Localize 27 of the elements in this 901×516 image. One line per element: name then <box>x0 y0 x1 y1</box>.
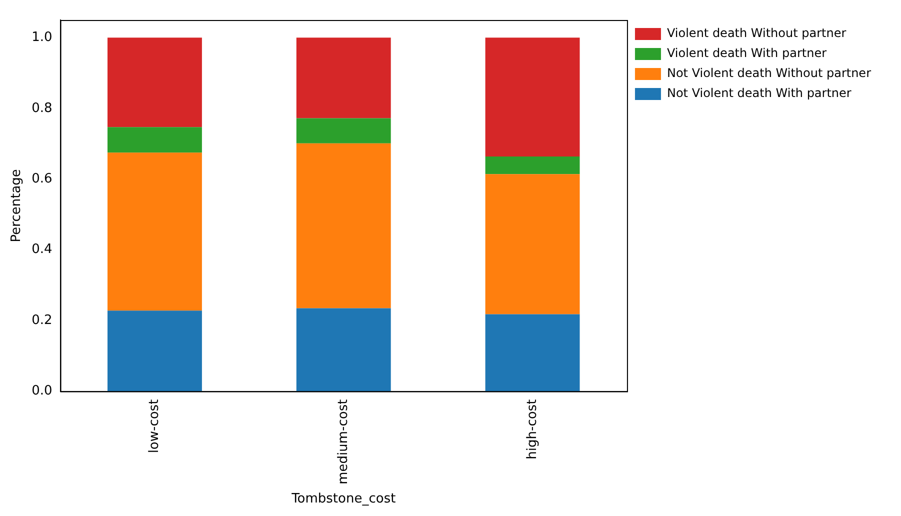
y-tick-label: 0.0 <box>32 384 52 399</box>
x-axis-title: Tombstone_cost <box>290 492 396 507</box>
x-tick-label: high-cost <box>524 399 540 460</box>
y-tick-label: 0.4 <box>32 242 52 258</box>
bar <box>485 314 580 392</box>
bar <box>108 127 202 153</box>
x-tick-label: low-cost <box>147 399 162 454</box>
y-tick-label: 0.8 <box>32 100 52 116</box>
legend-label: Not Violent death Without partner <box>666 66 872 80</box>
bar <box>296 143 391 308</box>
y-tick-label: 0.2 <box>32 312 52 328</box>
bar <box>485 174 580 314</box>
y-tick-label: 1.0 <box>32 30 52 46</box>
y-tick-label: 0.6 <box>32 172 52 187</box>
bar <box>108 152 202 311</box>
bar <box>296 118 391 144</box>
bar <box>108 310 202 392</box>
x-tick-label: medium-cost <box>336 399 351 484</box>
bar <box>296 38 391 118</box>
y-axis-title: Percentage <box>9 169 24 242</box>
legend-label: Not Violent death With partner <box>666 86 852 100</box>
legend-label: Violent death Without partner <box>666 26 846 40</box>
bar <box>485 156 580 174</box>
legend-label: Violent death With partner <box>666 46 827 60</box>
bar <box>485 38 580 156</box>
bar <box>108 38 202 128</box>
bar <box>296 308 391 392</box>
